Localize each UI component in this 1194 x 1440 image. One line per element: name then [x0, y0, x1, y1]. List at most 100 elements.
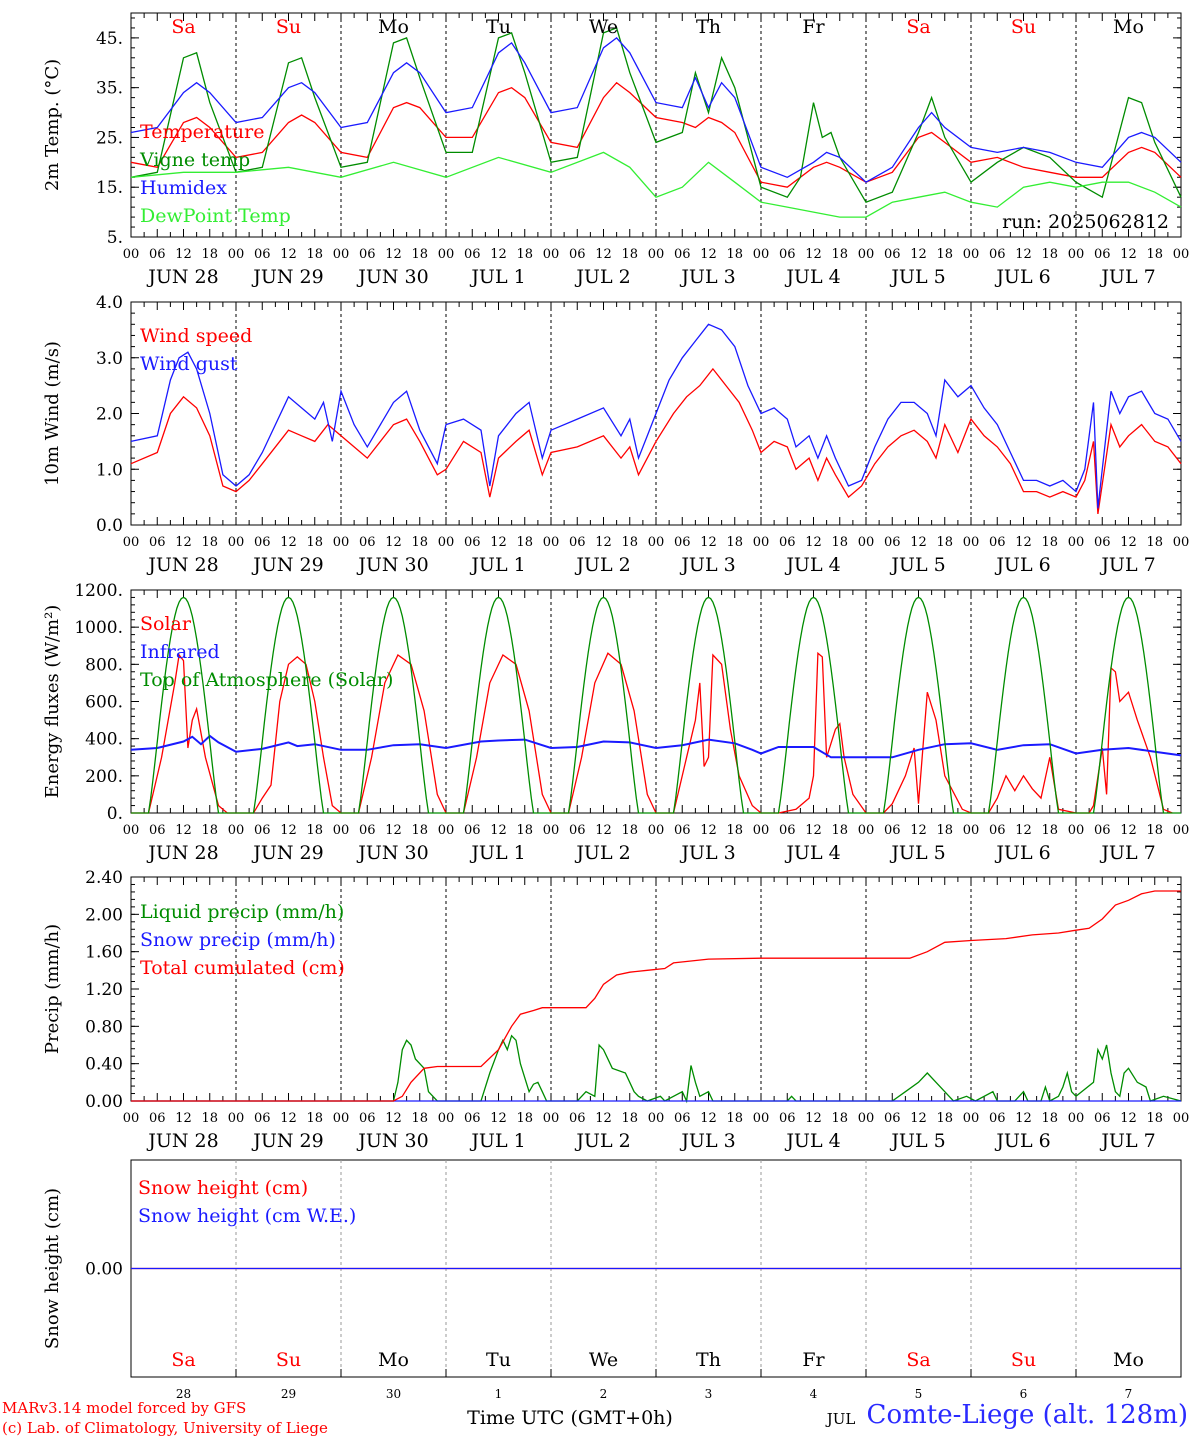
hour-tick-label: 00	[543, 247, 560, 262]
y-axis-label: 10m Wind (m/s)	[42, 341, 63, 486]
hour-tick-label: 18	[516, 535, 533, 550]
y-tick-label: 1.0	[96, 460, 123, 480]
hour-tick-label: 06	[674, 247, 691, 262]
hour-tick-label: 12	[805, 247, 822, 262]
hour-tick-label: 18	[411, 1111, 428, 1126]
hour-tick-label: 12	[175, 1111, 192, 1126]
day-name: Su	[276, 1349, 301, 1371]
hour-tick-label: 18	[726, 823, 743, 838]
hour-tick-label: 00	[438, 535, 455, 550]
hour-tick-label: 12	[490, 535, 507, 550]
day-number: 6	[1020, 1387, 1028, 1401]
hour-tick-label: 12	[1120, 535, 1137, 550]
panel-1: 00 06 12 18 00 06 12 18 00 06 12 18 00 06 12 18 00 06 12 18…	[42, 12, 1190, 288]
hour-tick-label: 06	[884, 823, 901, 838]
hour-tick-label: 00	[1173, 247, 1190, 262]
legend-entry: Humidex	[140, 177, 227, 199]
date-label: JUN 30	[356, 842, 428, 864]
panel-5: 0.00 Snow height (cm) Snow height (cm) Snow…	[42, 1159, 1182, 1429]
panel-3: 00 06 12 18 00 06 12 18 00 06 12 18 00 06 12 18 00 06 12 18…	[42, 581, 1189, 864]
hour-tick-label: 00	[543, 1111, 560, 1126]
legend-entry: Infrared	[140, 641, 220, 663]
day-name: Th	[696, 1349, 721, 1371]
hour-tick-label: 00	[1068, 1111, 1085, 1126]
hour-tick-label: 06	[884, 247, 901, 262]
hour-tick-label: 12	[1015, 1111, 1032, 1126]
date-label: JUN 29	[251, 1130, 323, 1152]
legend-entry: Total cumulated (cm)	[140, 957, 345, 979]
y-tick-label: 2.0	[96, 405, 123, 425]
hour-tick-label: 18	[726, 535, 743, 550]
hour-tick-label: 06	[989, 1111, 1006, 1126]
hour-tick-label: 06	[989, 247, 1006, 262]
date-label: JUL 1	[469, 1130, 525, 1152]
series-line-top-of-atmosphere-solar	[131, 596, 1181, 814]
y-axis-label: 2m Temp. (°C)	[42, 59, 63, 191]
series-line-solar	[131, 651, 1173, 814]
legend-entry: Solar	[140, 613, 192, 635]
date-label: JUL 5	[889, 266, 945, 288]
date-label: JUL 7	[1099, 1130, 1155, 1152]
day-name: Mo	[378, 1349, 409, 1371]
hour-tick-label: 12	[175, 823, 192, 838]
date-label: JUL 5	[889, 842, 945, 864]
day-name: Sa	[171, 16, 195, 38]
hour-tick-label: 18	[1041, 535, 1058, 550]
day-name: Th	[696, 16, 721, 38]
hour-tick-label: 12	[175, 247, 192, 262]
hour-tick-label: 12	[700, 247, 717, 262]
day-number: 2	[600, 1387, 608, 1401]
day-name: Mo	[1113, 16, 1144, 38]
hour-tick-label: 18	[201, 1111, 218, 1126]
hour-tick-label: 12	[805, 535, 822, 550]
hour-tick-label: 00	[438, 247, 455, 262]
date-label: JUL 6	[994, 266, 1050, 288]
series-line-infrared	[130, 734, 1182, 759]
hour-tick-label: 06	[674, 1111, 691, 1126]
hour-tick-label: 12	[490, 1111, 507, 1126]
hour-tick-label: 06	[359, 823, 376, 838]
date-label: JUL 2	[574, 1130, 630, 1152]
day-name: Sa	[906, 1349, 930, 1371]
date-label: JUL 5	[889, 554, 945, 576]
y-tick-label: 1200.	[74, 581, 123, 601]
hour-tick-label: 12	[700, 1111, 717, 1126]
day-name: Fr	[802, 1349, 825, 1371]
date-label: JUL 6	[994, 554, 1050, 576]
hour-tick-label: 06	[464, 535, 481, 550]
hour-tick-label: 00	[543, 823, 560, 838]
hour-tick-label: 00	[543, 535, 560, 550]
date-label: JUL 2	[574, 842, 630, 864]
date-label: JUN 28	[146, 266, 218, 288]
hour-tick-label: 00	[228, 535, 245, 550]
hour-tick-label: 06	[569, 823, 586, 838]
hour-tick-label: 00	[753, 247, 770, 262]
day-name: Sa	[171, 1349, 195, 1371]
date-label: JUL 1	[469, 842, 525, 864]
hour-tick-label: 00	[1173, 535, 1190, 550]
lab-credit: (c) Lab. of Climatology, University of L…	[2, 1419, 328, 1437]
hour-tick-label: 12	[175, 535, 192, 550]
date-label: JUN 29	[251, 266, 323, 288]
hour-tick-label: 00	[228, 1111, 245, 1126]
date-label: JUN 29	[251, 554, 323, 576]
legend-entry: Top of Atmosphere (Solar)	[140, 669, 393, 691]
day-name: Tu	[486, 16, 511, 38]
hour-tick-label: 12	[385, 247, 402, 262]
day-number: 3	[705, 1387, 713, 1401]
series-line-total-cumulated-cm	[131, 890, 1181, 1102]
hour-tick-label: 12	[700, 823, 717, 838]
hour-tick-label: 06	[779, 535, 796, 550]
hour-tick-label: 12	[280, 535, 297, 550]
hour-tick-label: 00	[753, 823, 770, 838]
hour-tick-label: 12	[1015, 823, 1032, 838]
hour-tick-label: 18	[936, 247, 953, 262]
hour-tick-label: 12	[280, 823, 297, 838]
y-tick-label: 0.80	[85, 1017, 123, 1037]
date-label: JUN 30	[356, 1130, 428, 1152]
hour-tick-label: 06	[464, 823, 481, 838]
hour-tick-label: 06	[779, 1111, 796, 1126]
hour-tick-label: 18	[306, 823, 323, 838]
hour-tick-label: 18	[201, 823, 218, 838]
hour-tick-label: 12	[595, 823, 612, 838]
